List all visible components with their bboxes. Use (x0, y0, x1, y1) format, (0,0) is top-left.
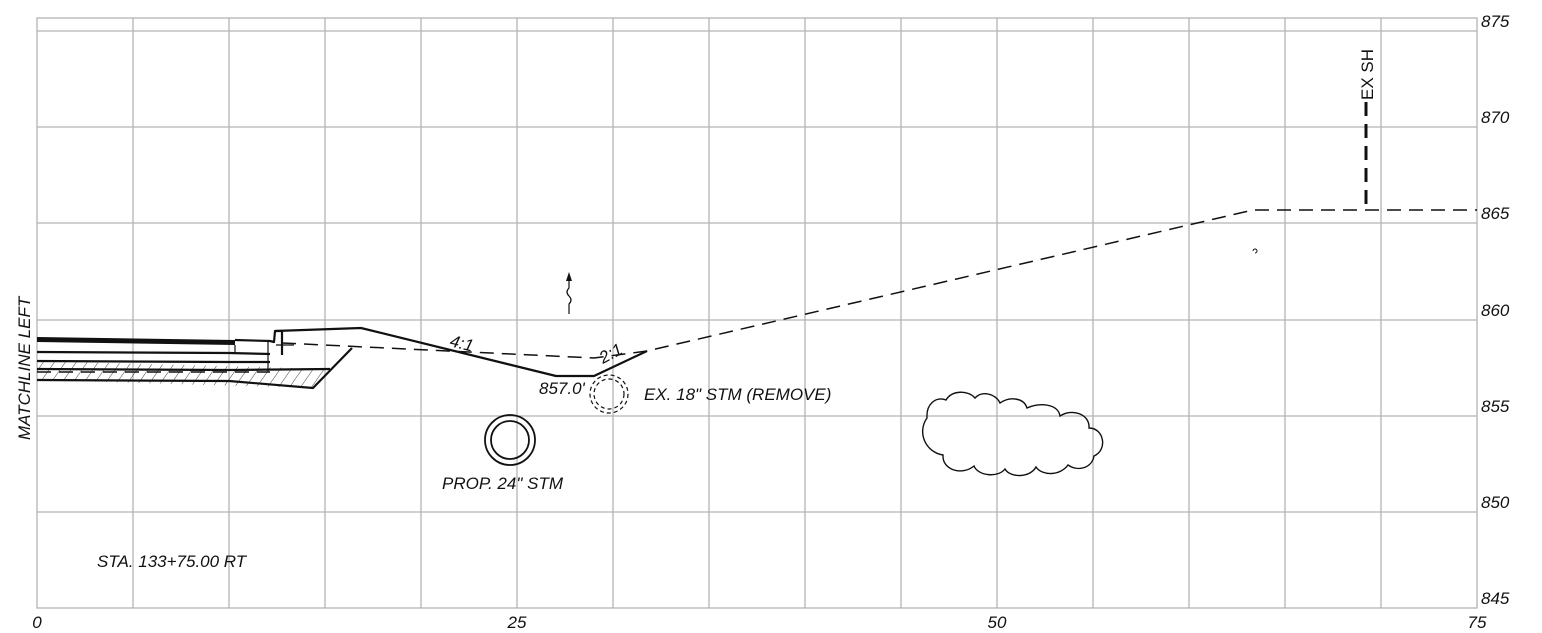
proposed-ground-line (274, 326, 648, 378)
pavement-surface (37, 337, 235, 345)
proposed-pipe (484, 414, 536, 466)
subbase-line (36, 347, 353, 390)
y-tick-855: 855 (1481, 397, 1510, 416)
y-tick-875: 875 (1481, 12, 1510, 31)
ditch-elevation-label: 857.0' (539, 379, 586, 398)
grid-frame (36, 17, 1478, 609)
pavement-bottom-line (36, 359, 270, 364)
pavement-layer-line (36, 350, 271, 356)
proposed-pipe-label: PROP. 24" STM (442, 474, 564, 493)
survey-mark (1252, 248, 1258, 254)
slope-label-left: 4:1 (448, 331, 476, 355)
x-tick-25: 25 (507, 613, 527, 632)
tree-symbol (922, 391, 1104, 477)
y-tick-860: 860 (1481, 301, 1510, 320)
flow-arrow-icon (566, 272, 572, 314)
grid (37, 18, 1477, 608)
existing-pipe (589, 374, 629, 414)
y-tick-870: 870 (1481, 108, 1510, 127)
station-label: STA. 133+75.00 RT (97, 552, 248, 571)
x-tick-0: 0 (32, 613, 42, 632)
existing-structure-label: EX SH (1358, 49, 1377, 100)
matchline-label: MATCHLINE LEFT (15, 295, 34, 440)
pavement-section (36, 329, 353, 390)
x-tick-50: 50 (988, 613, 1007, 632)
existing-pipe-label: EX. 18" STM (REMOVE) (644, 385, 831, 404)
x-tick-75: 75 (1468, 613, 1487, 632)
y-tick-865: 865 (1481, 204, 1510, 223)
curb-profile (234, 329, 284, 355)
y-tick-845: 845 (1481, 589, 1510, 608)
base-line (36, 367, 331, 372)
existing-ground-line (281, 209, 1477, 359)
y-tick-850: 850 (1481, 493, 1510, 512)
base-hatch (37, 361, 330, 388)
